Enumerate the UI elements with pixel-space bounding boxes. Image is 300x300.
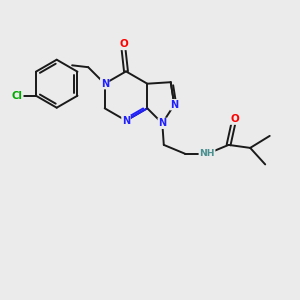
Text: N: N bbox=[122, 116, 130, 126]
Text: NH: NH bbox=[199, 149, 215, 158]
Text: O: O bbox=[119, 39, 128, 50]
Text: Cl: Cl bbox=[12, 91, 23, 101]
Text: N: N bbox=[158, 118, 166, 128]
Text: N: N bbox=[170, 100, 178, 110]
Text: O: O bbox=[230, 114, 239, 124]
Text: N: N bbox=[100, 79, 109, 89]
